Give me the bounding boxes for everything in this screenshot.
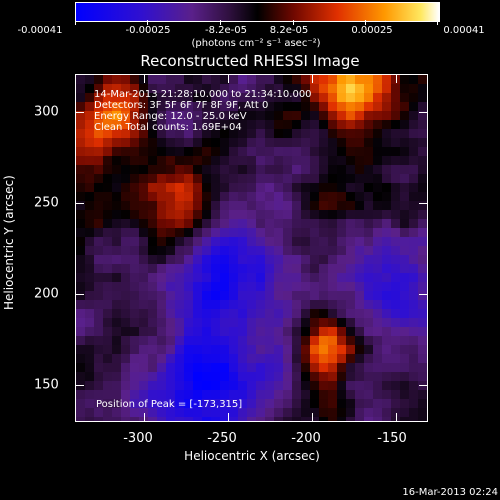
colorbar-tick [365, 20, 366, 25]
colorbar-label: -8.2e-05 [205, 25, 247, 36]
y-tick-label: 300 [34, 104, 59, 120]
y-tick [76, 385, 84, 386]
x-tick-label: -200 [291, 431, 321, 446]
colorbar-gradient [76, 3, 439, 21]
x-tick [144, 413, 145, 421]
x-tick [228, 75, 229, 83]
y-tick [76, 203, 84, 204]
colorbar-tick [147, 20, 148, 25]
x-tick-label: -250 [207, 431, 237, 446]
colorbar-label: -0.00025 [125, 25, 171, 36]
colorbar [75, 2, 440, 22]
info-energy: Energy Range: 12.0 - 25.0 keV [94, 111, 247, 122]
date-stamp: 16-Mar-2013 02:24 [402, 487, 498, 498]
x-tick-label: -300 [123, 431, 153, 446]
colorbar-tick [293, 20, 294, 25]
y-tick [76, 112, 84, 113]
image-title: Reconstructed RHESSI Image [140, 52, 360, 70]
colorbar-label: 0.00041 [443, 25, 485, 36]
peak-position: Position of Peak = [-173,315] [96, 399, 243, 410]
info-clean: Clean Total counts: 1.69E+04 [94, 122, 242, 133]
y-tick [419, 112, 427, 113]
x-tick [396, 75, 397, 83]
x-tick [312, 75, 313, 83]
colorbar-label: -0.00041 [17, 25, 63, 36]
x-tick [144, 75, 145, 83]
x-tick [312, 413, 313, 421]
info-detectors: Detectors: 3F 5F 6F 7F 8F 9F, Att 0 [94, 100, 269, 111]
colorbar-tick [220, 20, 221, 25]
colorbar-tick [437, 20, 438, 25]
x-tick [228, 413, 229, 421]
info-time-range: 14-Mar-2013 21:28:10.000 to 21:34:10.000 [94, 89, 312, 100]
x-tick-label: -150 [377, 431, 407, 446]
y-tick-label: 250 [34, 195, 59, 211]
y-tick-label: 200 [34, 286, 59, 302]
x-tick [396, 413, 397, 421]
x-axis-title: Heliocentric X (arcsec) [184, 449, 320, 463]
y-axis-title: Heliocentric Y (arcsec) [2, 175, 16, 310]
y-tick [419, 385, 427, 386]
colorbar-label: 8.2e-05 [269, 25, 309, 36]
colorbar-tick [75, 20, 76, 25]
colorbar-label: 0.00025 [351, 25, 393, 36]
y-tick [419, 294, 427, 295]
heatmap [76, 75, 427, 421]
y-tick-label: 150 [34, 377, 59, 393]
colorbar-units: (photons cm⁻² s⁻¹ asec⁻²) [191, 38, 321, 49]
y-tick [76, 294, 84, 295]
y-tick [419, 203, 427, 204]
rhessi-image: 14-Mar-2013 21:28:10.000 to 21:34:10.000… [75, 74, 428, 422]
